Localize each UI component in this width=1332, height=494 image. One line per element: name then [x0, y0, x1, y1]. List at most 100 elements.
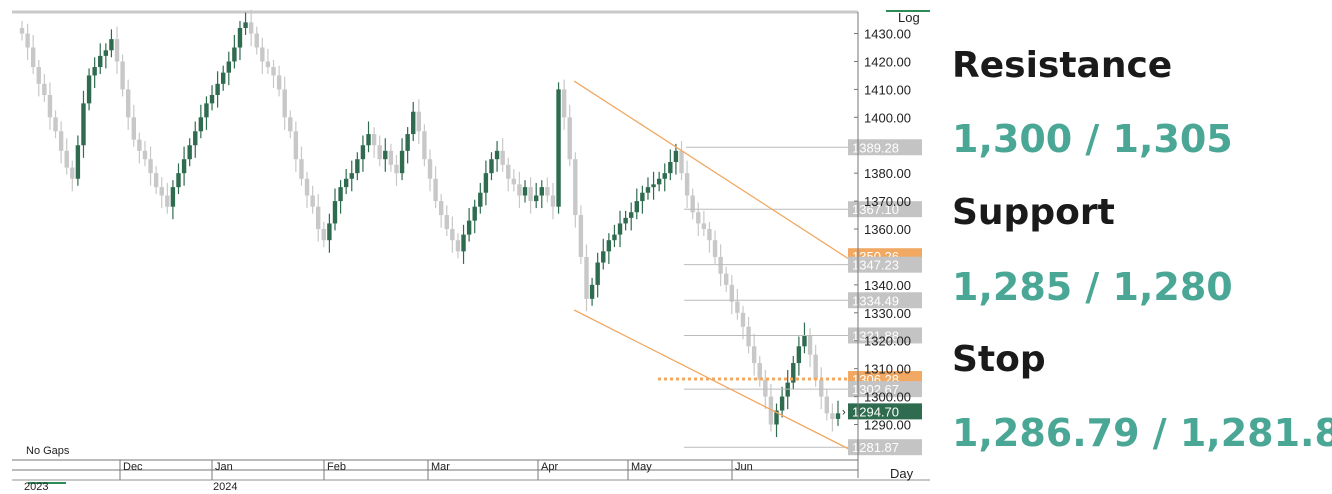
- candle-body: [763, 379, 768, 397]
- candle-body: [729, 284, 735, 302]
- candle-body: [427, 159, 433, 179]
- candle-body: [589, 284, 595, 299]
- candle-body: [796, 346, 802, 364]
- level-box-label: 1294.70: [852, 404, 899, 419]
- candle-body: [53, 117, 58, 132]
- candle-body: [824, 396, 830, 414]
- candle-body: [573, 159, 578, 216]
- candle-body: [81, 103, 86, 146]
- level-box-label: 1334.49: [852, 293, 899, 308]
- candle-body: [271, 67, 276, 76]
- candle-body: [718, 256, 723, 274]
- candle-body: [332, 201, 338, 224]
- candle-body: [137, 139, 142, 151]
- support-value: 1,285 / 1,280: [952, 265, 1233, 309]
- level-box: [848, 201, 922, 218]
- candle-body: [299, 159, 304, 179]
- candle-body: [483, 173, 489, 193]
- candle-body: [489, 159, 494, 174]
- candle-body: [466, 220, 472, 235]
- candle-body: [601, 251, 606, 263]
- month-label: Jan: [215, 461, 233, 473]
- candle-body: [394, 164, 399, 174]
- candle-body: [634, 201, 639, 213]
- candle-body: [282, 89, 287, 118]
- candle-body: [209, 94, 215, 104]
- candle-body: [70, 167, 75, 179]
- candle-body: [651, 184, 656, 188]
- candle-body: [712, 240, 718, 257]
- candle-body: [159, 187, 164, 196]
- candle-body: [405, 134, 410, 151]
- candle-body: [388, 150, 394, 165]
- candle-body: [120, 61, 125, 90]
- month-label: Apr: [541, 461, 558, 473]
- candle-body: [673, 150, 679, 162]
- candle-body: [316, 206, 321, 230]
- stop-heading: Stop: [952, 339, 1046, 380]
- candle-body: [304, 178, 310, 196]
- candle-body: [740, 312, 746, 327]
- candle-body: [819, 379, 824, 397]
- candle-body: [696, 212, 701, 224]
- candle-body: [343, 178, 349, 188]
- price-chart: 1389.281367.101350.261347.231334.491321.…: [12, 9, 930, 493]
- candle-body: [310, 195, 315, 207]
- candle-body: [629, 212, 634, 218]
- candle-body: [478, 192, 483, 207]
- candle-body: [433, 178, 438, 202]
- candle-body: [187, 145, 192, 160]
- candle-body: [288, 117, 293, 132]
- candle-body: [193, 131, 198, 146]
- year-label-2024: 2024: [213, 481, 237, 493]
- stop-value: 1,286.79 / 1,281.87: [952, 411, 1332, 455]
- candle-body: [450, 229, 455, 241]
- candles-layer: [19, 9, 841, 438]
- resistance-value: 1,300 / 1,305: [952, 117, 1233, 161]
- candle-body: [550, 195, 556, 207]
- candle-body: [751, 346, 757, 364]
- candle-body: [42, 83, 47, 95]
- candle-body: [707, 229, 712, 241]
- channel-lower-line: [573, 309, 851, 451]
- candle-body: [623, 217, 628, 224]
- period-label: Day: [890, 466, 914, 481]
- candle-body: [656, 178, 662, 185]
- candle-body: [539, 187, 544, 196]
- level-box: [848, 381, 922, 398]
- y-tick-label: 1290.00: [864, 417, 911, 432]
- candle-body: [148, 159, 153, 174]
- candle-body: [690, 195, 695, 213]
- axis-layer: 1290.00 1300.00 1310.00 1320.00 1330.00 1340.…: [12, 10, 930, 484]
- chart-panel: 1389.281367.101350.261347.231334.491321.…: [12, 9, 930, 493]
- candle-body: [517, 184, 522, 196]
- candle-body: [103, 50, 109, 56]
- candle-body: [47, 94, 53, 118]
- candle-body: [36, 67, 41, 84]
- candle-body: [455, 240, 461, 252]
- level-box: [848, 256, 922, 273]
- candle-body: [416, 111, 422, 132]
- candle-body: [584, 256, 589, 299]
- candle-body: [617, 223, 623, 235]
- candle-body: [807, 335, 813, 355]
- candle-body: [58, 131, 64, 151]
- month-label: Dec: [123, 461, 143, 473]
- y-tick-label: 1360.00: [864, 222, 911, 237]
- month-label: May: [631, 461, 652, 473]
- candle-body: [265, 61, 271, 68]
- y-tick-label: 1430.00: [864, 27, 911, 42]
- candle-body: [360, 145, 366, 160]
- candle-body: [399, 150, 405, 174]
- candle-body: [327, 223, 332, 241]
- candle-body: [232, 47, 237, 62]
- candle-body: [92, 67, 97, 76]
- candle-body: [221, 72, 226, 84]
- candle-body: [668, 162, 673, 174]
- candle-body: [472, 206, 477, 221]
- candle-body: [556, 89, 561, 207]
- candle-body: [248, 22, 254, 34]
- candle-body: [260, 47, 265, 62]
- candle-body: [567, 117, 572, 160]
- candle-body: [578, 215, 584, 257]
